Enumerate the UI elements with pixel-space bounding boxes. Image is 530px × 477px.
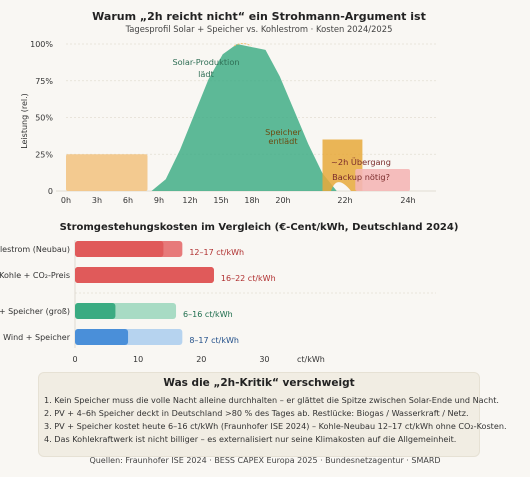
profile-x-tick: 12h: [182, 196, 197, 205]
cost-category-label: Kohlestrom (Neubau): [0, 245, 70, 254]
profile-y-tick: 0: [48, 187, 53, 196]
cost-x-tick: 10: [133, 355, 143, 364]
backup-area: [355, 168, 410, 191]
cost-grid: [74, 240, 436, 348]
cost-bars: Kohlestrom (Neubau) 12–17 ct/kWh Kohle + C…: [0, 241, 276, 345]
profile-x-tick: 15h: [213, 196, 228, 205]
profile-x-tick: 22h: [337, 196, 352, 205]
critique-box: Was die „2h-Kritik“ verschweigt 1. Kein …: [38, 372, 507, 457]
sources-line: Quellen: Fraunhofer ISE 2024 · BESS CAPE…: [89, 456, 441, 465]
profile-y-tick: 50%: [35, 114, 53, 123]
critique-line-3: 3. PV + Speicher kostet heute 6–16 ct/kW…: [44, 421, 507, 431]
profile-x-tick: 20h: [275, 196, 290, 205]
annotation-speicher-entlaedt: entlädt: [268, 136, 298, 146]
storage-area: [322, 139, 363, 191]
annotation-backup: Backup nötig?: [332, 172, 390, 182]
annotation-speicher: Speicher: [265, 127, 301, 137]
cost-value-label: 12–17 ct/kWh: [189, 248, 244, 257]
region-night-coverage: [66, 154, 148, 191]
cost-value-label: 6–16 ct/kWh: [183, 310, 233, 319]
critique-line-2: 2. PV + 4–6h Speicher deckt in Deutschla…: [44, 408, 469, 418]
profile-x-tick: 0h: [61, 196, 71, 205]
chart-canvas: Warum „2h reicht nicht“ ein Strohmann-Ar…: [0, 10, 459, 364]
cost-category-label: Wind + Speicher: [3, 333, 71, 342]
cost-category-label: Kohle + CO₂-Preis: [0, 271, 70, 280]
profile-y-tick: 75%: [35, 77, 53, 86]
cost-value-label: 16–22 ct/kWh: [221, 274, 276, 283]
solar-area: [151, 44, 337, 191]
profile-ticks: 0h 3h 6h 9h 12h 15h 18h 20h 22h 24h 0 25% 50% 75% 100%: [30, 40, 416, 205]
cost-bar-low: [75, 303, 116, 319]
profile-x-tick: 9h: [154, 196, 164, 205]
annotation-uebergang: ~2h Übergang: [331, 157, 391, 167]
profile-title: Warum „2h reicht nicht“ ein Strohmann-Ar…: [92, 10, 426, 23]
cost-value-label: 8–17 ct/kWh: [189, 336, 239, 345]
cost-category-label: PV + Speicher (groß): [0, 307, 70, 316]
cost-bar-low: [75, 329, 129, 345]
profile-x-tick: 24h: [400, 196, 415, 205]
cost-bar-low: [75, 267, 214, 283]
cost-xlabel: ct/kWh: [297, 355, 325, 364]
profile-ylabel: Leistung (rel.): [20, 93, 29, 149]
cost-title: Stromgestehungskosten im Vergleich (€-Ce…: [60, 222, 459, 233]
cost-x-tick: 30: [259, 355, 269, 364]
profile-regions: [66, 43, 410, 191]
profile-subtitle: Tagesprofil Solar + Speicher vs. Kohlest…: [125, 24, 393, 34]
critique-title: Was die „2h-Kritik“ verschweigt: [163, 377, 355, 389]
profile-x-tick: 6h: [123, 196, 133, 205]
cost-ticks: 0 10 20 30: [72, 355, 269, 364]
profile-x-tick: 3h: [92, 196, 102, 205]
solar-peak-marker: [233, 43, 252, 47]
cost-x-tick: 20: [196, 355, 206, 364]
profile-x-tick: 18h: [244, 196, 259, 205]
profile-y-tick: 25%: [35, 150, 53, 159]
profile-y-tick: 100%: [30, 40, 53, 49]
cost-x-tick: 0: [72, 355, 77, 364]
annotation-solar-laedt: lädt: [198, 69, 214, 79]
cost-bar-low: [75, 241, 164, 257]
critique-line-4: 4. Das Kohlekraftwerk ist nicht billiger…: [44, 434, 457, 444]
annotation-solar: Solar-Produktion: [172, 57, 239, 67]
critique-line-1: 1. Kein Speicher muss die volle Nacht al…: [44, 395, 499, 405]
